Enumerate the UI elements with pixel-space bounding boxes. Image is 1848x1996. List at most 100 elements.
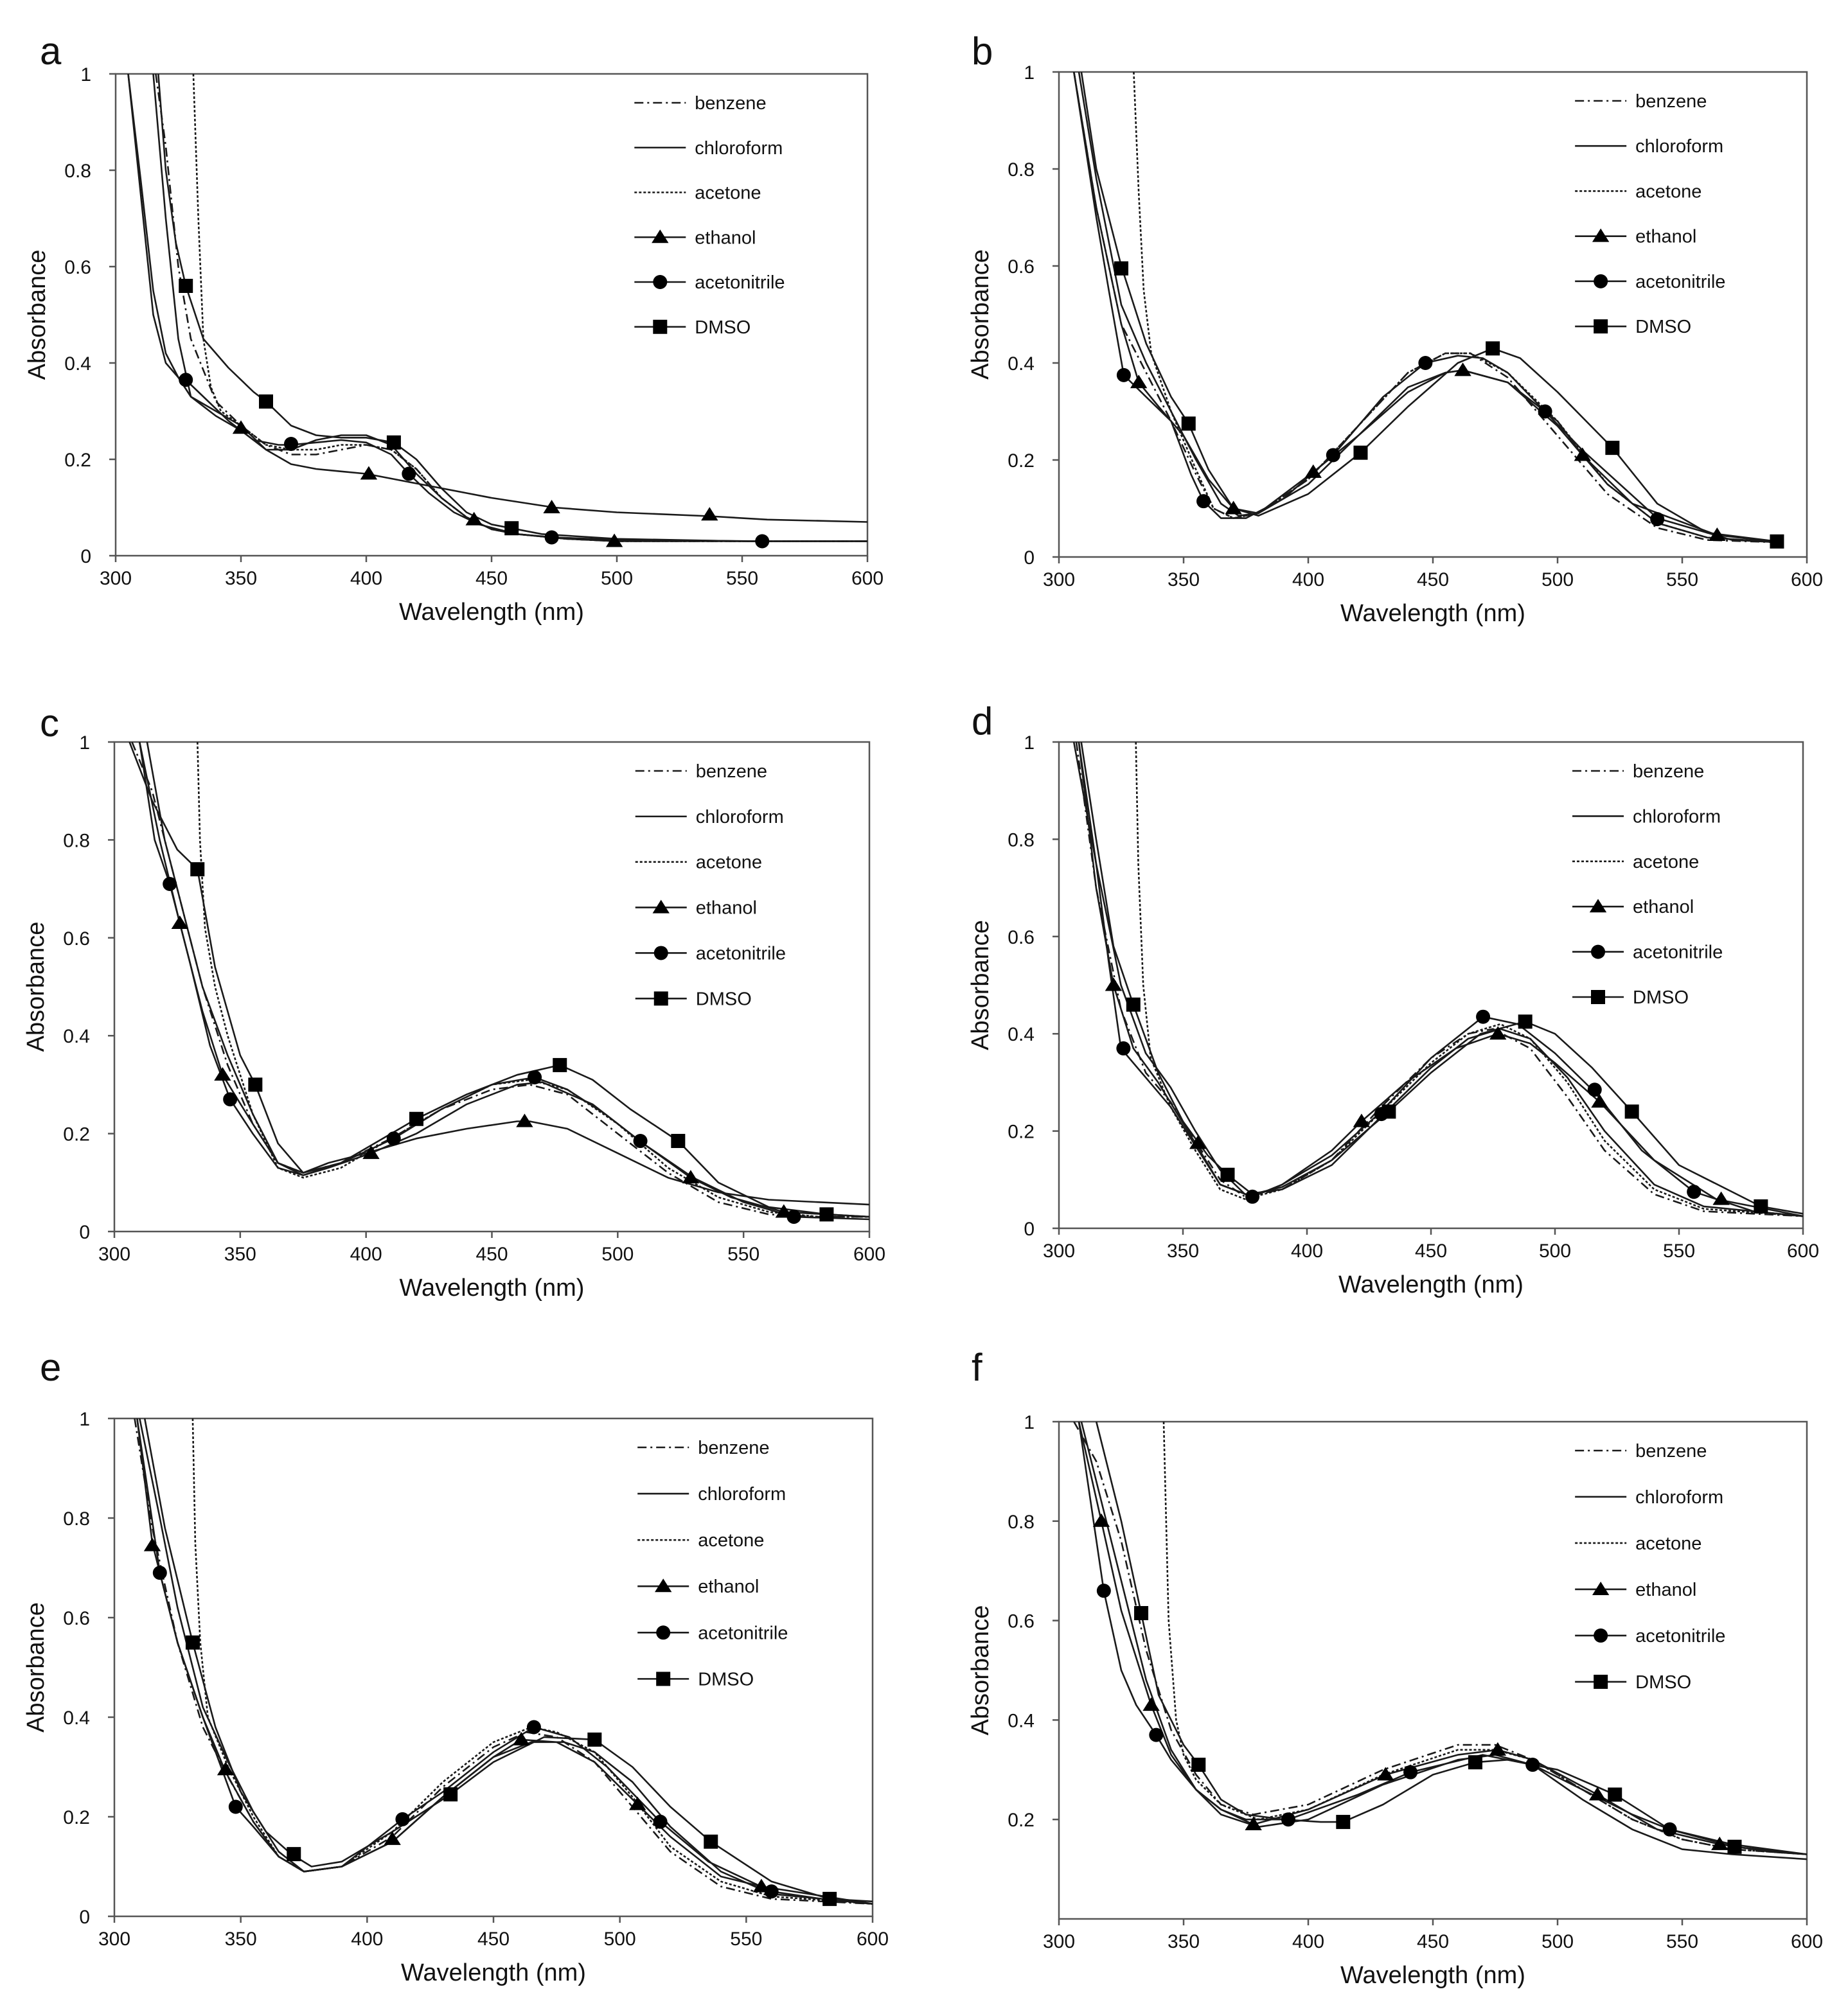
marker-acetonitrile bbox=[223, 1092, 238, 1107]
x-tick-label: 550 bbox=[727, 1244, 760, 1265]
x-tick-label: 400 bbox=[350, 568, 382, 589]
legend-marker-acetonitrile bbox=[1591, 944, 1606, 959]
marker-acetonitrile bbox=[1116, 367, 1131, 382]
x-tick-label: 500 bbox=[604, 1929, 636, 1950]
x-tick-label: 450 bbox=[477, 1929, 510, 1950]
panel-letter: d bbox=[972, 700, 993, 743]
chart-panel-c: c 300 350 400 450 500 550 600 0 0.2 0.4 0.6 0.8 1 Wave… bbox=[22, 702, 885, 1302]
x-tick-label: 350 bbox=[1168, 1931, 1200, 1952]
marker-DMSO bbox=[1353, 445, 1368, 460]
y-tick-label: 1 bbox=[1024, 62, 1035, 84]
marker-acetonitrile bbox=[1281, 1812, 1295, 1827]
marker-DMSO bbox=[1126, 997, 1141, 1012]
marker-ethanol bbox=[1142, 1697, 1160, 1711]
y-tick-label: 1 bbox=[1024, 1412, 1035, 1433]
chart-panel-e: e 300 350 400 450 500 550 600 0 0.2 0.4 0.6 0.8 1 Wave… bbox=[22, 1346, 889, 1986]
series-line-acetone bbox=[1135, 742, 1803, 1217]
y-tick-label: 0 bbox=[1024, 547, 1035, 569]
legend-label-acetonitrile: acetonitrile bbox=[698, 1623, 788, 1643]
x-axis-label: Wavelength (nm) bbox=[1340, 600, 1525, 627]
plot-area bbox=[127, 74, 867, 549]
legend-label-acetone: acetone bbox=[1635, 181, 1701, 202]
marker-DMSO bbox=[587, 1732, 602, 1747]
legend-label-acetone: acetone bbox=[1635, 1533, 1701, 1554]
legend-marker-acetonitrile bbox=[1594, 274, 1608, 288]
legend-label-DMSO: DMSO bbox=[1633, 987, 1689, 1008]
marker-acetonitrile bbox=[228, 1799, 243, 1814]
marker-acetonitrile bbox=[764, 1884, 779, 1899]
legend-label-chloroform: chloroform bbox=[695, 138, 783, 159]
x-tick-label: 600 bbox=[853, 1244, 885, 1265]
legend-label-ethanol: ethanol bbox=[696, 898, 757, 919]
x-tick-label: 350 bbox=[1168, 569, 1200, 590]
marker-ethanol bbox=[1189, 1135, 1207, 1149]
marker-acetonitrile bbox=[402, 466, 416, 481]
x-tick-label: 350 bbox=[225, 568, 257, 589]
legend-marker-DMSO bbox=[653, 991, 668, 1006]
marker-ethanol bbox=[1105, 977, 1123, 991]
marker-DMSO bbox=[1608, 1787, 1622, 1802]
y-tick-label: 0.6 bbox=[64, 257, 91, 278]
y-tick-label: 0 bbox=[79, 1907, 90, 1928]
legend-label-chloroform: chloroform bbox=[1635, 136, 1723, 157]
x-tick-label: 500 bbox=[601, 1244, 634, 1265]
marker-DMSO bbox=[1770, 534, 1784, 549]
marker-acetonitrile bbox=[1149, 1727, 1164, 1742]
x-tick-label: 600 bbox=[1791, 569, 1823, 590]
legend: benzene chloroform acetone ethanol acetonitr… bbox=[635, 761, 786, 1009]
marker-ethanol bbox=[605, 533, 623, 547]
y-axis-label: Absorbance bbox=[22, 1602, 49, 1733]
legend-label-chloroform: chloroform bbox=[698, 1484, 786, 1505]
marker-ethanol bbox=[1489, 1742, 1507, 1756]
x-tick-label: 450 bbox=[475, 1244, 508, 1265]
marker-acetonitrile bbox=[1587, 1082, 1602, 1097]
y-tick-label: 0.6 bbox=[1008, 927, 1035, 948]
marker-acetonitrile bbox=[1326, 448, 1340, 463]
y-axis-label: Absorbance bbox=[24, 250, 51, 380]
x-tick-label: 350 bbox=[225, 1929, 257, 1950]
legend-label-ethanol: ethanol bbox=[1635, 227, 1696, 247]
x-tick-label: 500 bbox=[1539, 1241, 1571, 1262]
y-axis-label: Absorbance bbox=[22, 922, 49, 1052]
marker-acetonitrile bbox=[395, 1812, 410, 1826]
legend-marker-acetonitrile bbox=[656, 1625, 671, 1640]
legend-marker-ethanol bbox=[652, 229, 669, 243]
marker-acetonitrile bbox=[1662, 1822, 1677, 1837]
panel-letter: e bbox=[40, 1346, 61, 1389]
x-tick-label: 300 bbox=[1043, 1931, 1075, 1952]
legend-marker-DMSO bbox=[656, 1672, 671, 1686]
legend-label-DMSO: DMSO bbox=[1635, 1672, 1691, 1693]
x-tick-label: 500 bbox=[1541, 1931, 1574, 1952]
marker-ethanol bbox=[1574, 447, 1591, 461]
y-tick-label: 0.8 bbox=[1008, 159, 1035, 181]
marker-DMSO bbox=[259, 394, 273, 409]
legend-label-acetonitrile: acetonitrile bbox=[696, 943, 786, 964]
y-axis-label: Absorbance bbox=[967, 920, 994, 1050]
legend: benzene chloroform acetone ethanol acetonitr… bbox=[1572, 761, 1723, 1008]
series-line-DMSO bbox=[1095, 1422, 1807, 1855]
x-tick-label: 600 bbox=[857, 1929, 889, 1950]
legend: benzene chloroform acetone ethanol acetonitr… bbox=[1575, 91, 1725, 337]
y-tick-label: 0.8 bbox=[1008, 829, 1035, 851]
marker-ethanol bbox=[360, 466, 378, 480]
legend-label-chloroform: chloroform bbox=[1635, 1487, 1723, 1508]
x-tick-label: 350 bbox=[1167, 1241, 1199, 1262]
series-line-benzene bbox=[134, 1418, 873, 1905]
marker-acetonitrile bbox=[1650, 512, 1665, 527]
x-tick-label: 400 bbox=[350, 1244, 382, 1265]
y-tick-label: 0.2 bbox=[63, 1124, 90, 1145]
legend-label-benzene: benzene bbox=[1633, 761, 1704, 782]
x-axis-label: Wavelength (nm) bbox=[401, 1959, 586, 1986]
legend-label-ethanol: ethanol bbox=[1635, 1580, 1696, 1600]
y-tick-label: 0.6 bbox=[1008, 1611, 1035, 1632]
y-tick-label: 1 bbox=[80, 64, 91, 85]
plot-area bbox=[129, 742, 869, 1224]
marker-ethanol bbox=[629, 1796, 646, 1810]
y-tick-label: 0.8 bbox=[63, 1508, 90, 1530]
x-tick-label: 400 bbox=[1292, 1931, 1324, 1952]
y-tick-label: 0.8 bbox=[63, 830, 90, 851]
x-tick-label: 600 bbox=[851, 568, 884, 589]
plot-area bbox=[134, 1418, 873, 1906]
legend-label-acetone: acetone bbox=[698, 1530, 764, 1551]
x-tick-label: 450 bbox=[1417, 1931, 1449, 1952]
